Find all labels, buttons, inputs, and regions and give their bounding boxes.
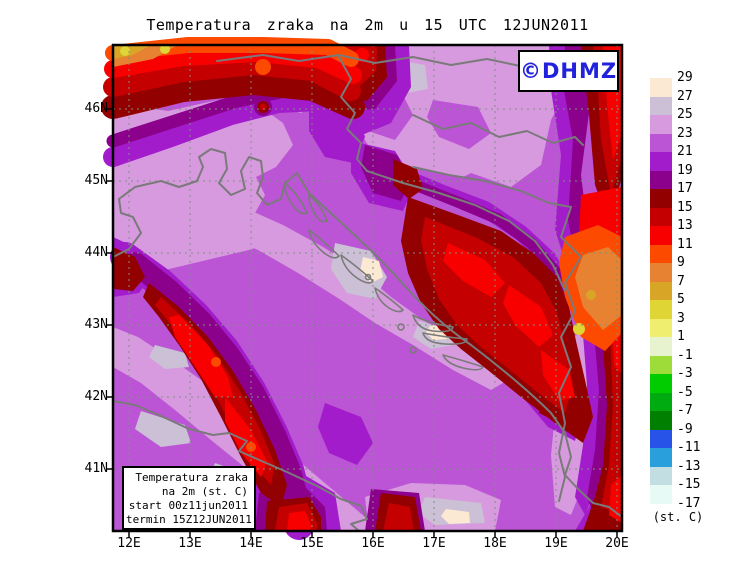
colorbar-tick-label: 19 [677, 162, 693, 178]
lon-tick-label: 18E [483, 536, 507, 551]
legend-line-1: Temperatura zraka [135, 471, 248, 484]
colorbar-swatch [650, 485, 672, 504]
page-title: Temperatura zraka na 2m u 15 UTC 12JUN20… [146, 16, 589, 34]
colorbar-swatch [650, 300, 672, 319]
map-frame [111, 43, 624, 533]
colorbar-swatch [650, 263, 672, 282]
colorbar-tick-label: -3 [677, 366, 693, 381]
colorbar-tick-label: -15 [677, 477, 701, 492]
colorbar-swatch [650, 244, 672, 263]
lat-tick-label: 45N [84, 173, 108, 188]
colorbar-swatch [650, 448, 672, 467]
colorbar-tick-label: -1 [677, 347, 693, 363]
border-hungary-croatia [412, 114, 584, 146]
colorbar-tick-label: 9 [677, 255, 685, 270]
colorbar-tick-label: -7 [677, 403, 693, 418]
colorbar-swatches [650, 78, 672, 504]
lat-tick-label: 44N [84, 245, 108, 260]
colorbar-swatch [650, 170, 672, 189]
coastlines [112, 54, 623, 532]
colorbar-swatch [650, 133, 672, 152]
colorbar-tick-label: 11 [677, 236, 693, 252]
lon-tick-label: 13E [178, 536, 202, 551]
colorbar-swatch [650, 466, 672, 485]
colorbar-tick-label: 21 [677, 144, 693, 159]
dhmz-logo-text: ©DHMZ [519, 59, 618, 83]
lon-tick-label: 17E [422, 536, 446, 551]
legend-line-2: na 2m (st. C) [161, 485, 248, 498]
legend-line-3: start 00z11jun2011 [128, 499, 248, 512]
border-bosnia-serbia [558, 206, 582, 502]
lon-tick-label: 14E [239, 536, 263, 551]
lat-tick-label: 46N [84, 101, 108, 116]
colorbar-tick-label: 17 [677, 181, 693, 196]
lat-tick-label: 42N [84, 389, 108, 404]
dhmz-logo-box: ©DHMZ [518, 50, 619, 92]
colorbar-tick-label: -17 [677, 495, 701, 511]
colorbar-tick-label: 27 [677, 88, 693, 104]
colorbar-tick-label: -5 [677, 384, 693, 400]
colorbar-swatch [650, 189, 672, 208]
legend-box: Temperatura zraka na 2m (st. C) start 00… [122, 466, 256, 530]
map-canvas [101, 37, 624, 540]
colorbar-unit-label: (st. C) [652, 510, 704, 524]
colorbar-swatch [650, 392, 672, 411]
lon-tick-label: 15E [300, 536, 324, 551]
colorbar-swatch [650, 226, 672, 245]
colorbar-tick-label: 7 [677, 273, 685, 289]
colorbar-swatch [650, 429, 672, 448]
lat-tick-label: 41N [84, 461, 108, 476]
colorbar-swatch [650, 411, 672, 430]
border-slovenia-croatia [338, 56, 368, 172]
colorbar-swatch [650, 152, 672, 171]
colorbar-swatch [650, 78, 672, 97]
colorbar-swatch [650, 355, 672, 374]
lat-tick-label: 43N [84, 317, 108, 332]
colorbar-tick-label: 29 [677, 70, 693, 85]
colorbar-tick-label: 15 [677, 199, 693, 215]
colorbar-swatch [650, 374, 672, 393]
coastline-north-adriatic [112, 148, 623, 518]
colorbar-swatch [650, 207, 672, 226]
coastline-italy [112, 400, 368, 532]
lon-tick-label: 19E [544, 536, 568, 551]
colorbar-tick-label: 23 [677, 125, 693, 141]
colorbar-swatch [650, 337, 672, 356]
lon-tick-label: 12E [117, 536, 141, 551]
colorbar-swatch [650, 318, 672, 337]
border-sava [412, 166, 572, 208]
colorbar-tick-label: 5 [677, 292, 685, 307]
temperature-field [101, 37, 622, 540]
colorbar-tick-label: 13 [677, 218, 693, 233]
colorbar-tick-label: 25 [677, 107, 693, 122]
colorbar-tick-label: -11 [677, 440, 701, 455]
colorbar-swatch [650, 96, 672, 115]
colorbar-tick-label: -13 [677, 458, 701, 474]
legend-line-4: termin 15Z12JUN2011 [126, 513, 252, 526]
colorbar-swatch [650, 281, 672, 300]
border-croatia-bosnia [366, 170, 566, 292]
lon-tick-label: 16E [361, 536, 385, 551]
colorbar-swatch [650, 115, 672, 134]
colorbar-tick-label: 3 [677, 310, 685, 326]
colorbar-tick-label: 1 [677, 329, 685, 344]
lon-tick-label: 20E [605, 536, 629, 551]
colorbar-tick-label: -9 [677, 421, 693, 437]
island-outlines [284, 182, 484, 371]
